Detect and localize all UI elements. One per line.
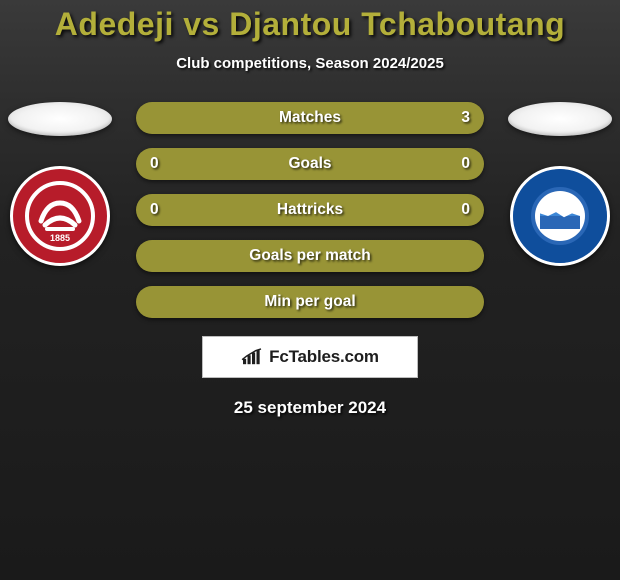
player-right-column	[500, 102, 620, 266]
comparison-panel: 1885 Matches 3 0 Goals 0 0 Hattricks 0 G…	[0, 102, 620, 418]
svg-text:1885: 1885	[50, 233, 70, 243]
subtitle: Club competitions, Season 2024/2025	[0, 55, 620, 72]
stat-row-goals: 0 Goals 0	[136, 148, 484, 180]
brand-attribution[interactable]: FcTables.com	[202, 336, 418, 378]
stat-right-value: 3	[450, 109, 470, 127]
date-label: 25 september 2024	[0, 398, 620, 418]
player-right-avatar	[508, 102, 612, 136]
stat-row-hattricks: 0 Hattricks 0	[136, 194, 484, 226]
stat-row-goals-per-match: Goals per match	[136, 240, 484, 272]
player-left-column: 1885	[0, 102, 120, 266]
brand-label: FcTables.com	[269, 347, 379, 367]
stat-label: Hattricks	[170, 201, 450, 219]
stat-left-value: 0	[150, 155, 170, 173]
sonderjyske-center-icon	[535, 191, 585, 241]
stat-row-matches: Matches 3	[136, 102, 484, 134]
club-badge-right	[510, 166, 610, 266]
stat-label: Min per goal	[170, 293, 450, 311]
aab-logo-icon: 1885	[25, 181, 95, 251]
stat-left-value: 0	[150, 201, 170, 219]
stat-label: Matches	[170, 109, 450, 127]
stats-rows: Matches 3 0 Goals 0 0 Hattricks 0 Goals …	[136, 102, 484, 318]
stat-right-value: 0	[450, 155, 470, 173]
chart-icon	[241, 348, 263, 366]
page-title: Adedeji vs Djantou Tchaboutang	[0, 0, 620, 43]
stat-right-value: 0	[450, 201, 470, 219]
stat-label: Goals	[170, 155, 450, 173]
stat-row-min-per-goal: Min per goal	[136, 286, 484, 318]
player-left-avatar	[8, 102, 112, 136]
club-badge-left: 1885	[10, 166, 110, 266]
stat-label: Goals per match	[170, 247, 450, 265]
